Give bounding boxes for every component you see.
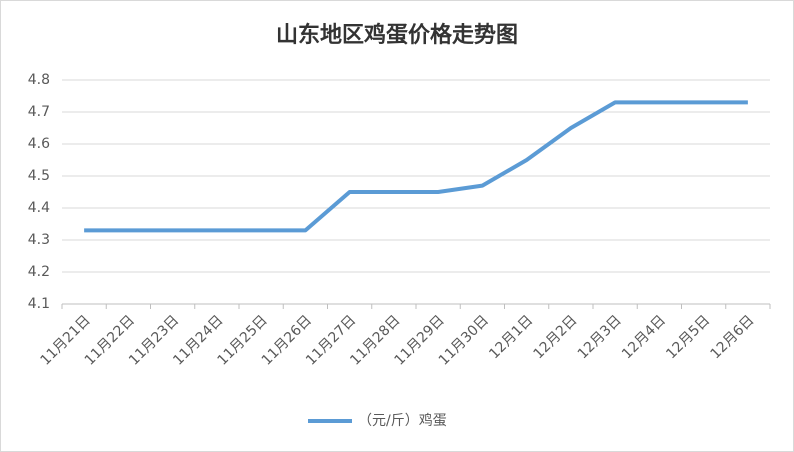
line-series [84,100,748,233]
legend-label: （元/斤）鸡蛋 [358,412,447,429]
y-tick-label: 4.6 [28,136,50,152]
chart-title: 山东地区鸡蛋价格走势图 [276,22,518,48]
y-tick-label: 4.7 [28,104,50,120]
y-tick-label: 4.8 [28,72,50,88]
y-tick-label: 4.4 [28,200,50,216]
y-tick-label: 4.1 [28,296,50,312]
y-tick-label: 4.5 [28,168,50,184]
y-tick-label: 4.2 [28,264,50,280]
y-tick-label: 4.3 [28,232,50,248]
